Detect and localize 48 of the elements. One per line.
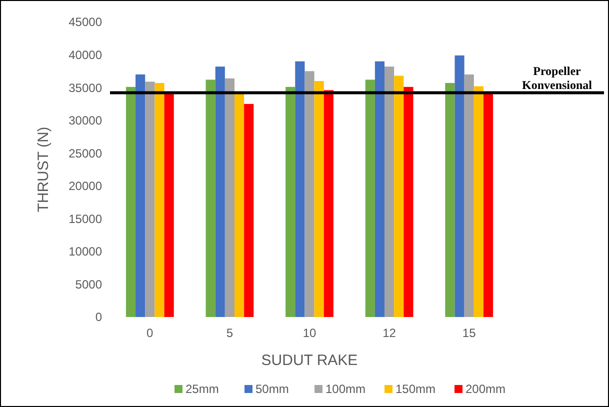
bar	[445, 82, 455, 317]
bar	[154, 82, 164, 317]
bar	[454, 55, 464, 317]
legend-label: 50mm	[256, 382, 289, 396]
bar	[474, 86, 484, 317]
bar	[215, 66, 225, 317]
y-tick-label: 20000	[68, 179, 102, 194]
bar	[164, 92, 174, 317]
legend-label: 25mm	[186, 382, 219, 396]
bar	[324, 90, 334, 317]
bar	[304, 71, 314, 317]
legend-label: 150mm	[396, 382, 436, 396]
bar	[126, 86, 136, 317]
y-tick-label: 30000	[68, 114, 102, 128]
bar	[374, 61, 385, 317]
bar	[145, 82, 155, 317]
bar	[464, 74, 474, 317]
bar	[206, 80, 216, 317]
ref-line-label: Propeller Konvensional	[522, 64, 593, 92]
y-tick-label: 35000	[68, 80, 102, 95]
bar	[404, 86, 414, 317]
y-tick-label: 45000	[68, 15, 102, 30]
bar	[483, 92, 494, 317]
x-tick-label: 10	[302, 326, 316, 340]
y-tick-label: 0	[95, 310, 102, 324]
bar	[384, 66, 394, 317]
bar	[224, 78, 234, 317]
bar	[394, 76, 404, 317]
y-axis-title: THRUST (N)	[35, 126, 52, 212]
bar	[314, 81, 324, 317]
y-tick-label: 15000	[68, 212, 102, 226]
legend-label: 100mm	[326, 382, 366, 396]
y-tick-label: 25000	[68, 146, 102, 160]
bar	[234, 92, 244, 317]
x-tick-label: 0	[146, 326, 154, 340]
y-tick-label: 5000	[75, 277, 102, 292]
bar	[295, 61, 305, 317]
legend-label: 200mm	[466, 382, 506, 396]
x-axis-title: SUDUT RAKE	[261, 352, 358, 369]
bar	[286, 86, 296, 317]
bar	[244, 104, 254, 317]
bar	[136, 74, 146, 317]
x-tick-label: 5	[226, 326, 234, 340]
x-tick-label: 15	[462, 326, 476, 340]
y-tick-label: 40000	[68, 48, 102, 62]
x-tick-label: 12	[382, 326, 396, 340]
y-tick-label: 10000	[68, 244, 102, 259]
bar	[365, 80, 375, 317]
